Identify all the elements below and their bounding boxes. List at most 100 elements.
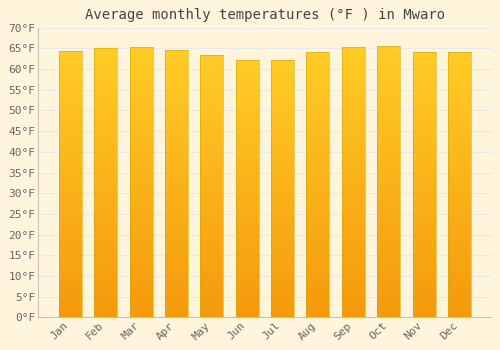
- Bar: [165, 96, 188, 98]
- Bar: [130, 104, 152, 107]
- Bar: [342, 258, 365, 261]
- Bar: [94, 258, 117, 261]
- Bar: [200, 141, 224, 144]
- Bar: [165, 55, 188, 58]
- Bar: [342, 104, 365, 107]
- Bar: [378, 315, 400, 317]
- Bar: [412, 307, 436, 309]
- Bar: [342, 77, 365, 79]
- Bar: [271, 225, 294, 228]
- Bar: [448, 283, 471, 286]
- Bar: [236, 243, 258, 245]
- Bar: [342, 247, 365, 250]
- Bar: [306, 291, 330, 294]
- Bar: [130, 166, 152, 169]
- Bar: [448, 275, 471, 278]
- Bar: [412, 78, 436, 81]
- Bar: [271, 279, 294, 281]
- Bar: [271, 245, 294, 248]
- Bar: [378, 158, 400, 160]
- Bar: [378, 128, 400, 130]
- Bar: [412, 275, 436, 278]
- Bar: [412, 116, 436, 118]
- Bar: [165, 135, 188, 138]
- Bar: [58, 104, 82, 107]
- Bar: [412, 240, 436, 243]
- Bar: [236, 96, 258, 99]
- Bar: [165, 77, 188, 79]
- Bar: [58, 136, 82, 139]
- Bar: [448, 171, 471, 174]
- Bar: [306, 139, 330, 142]
- Bar: [342, 245, 365, 247]
- Bar: [342, 290, 365, 293]
- Bar: [378, 288, 400, 290]
- Bar: [94, 272, 117, 274]
- Bar: [378, 171, 400, 174]
- Bar: [130, 228, 152, 231]
- Bar: [306, 246, 330, 248]
- Bar: [200, 228, 224, 231]
- Bar: [271, 256, 294, 258]
- Bar: [236, 284, 258, 287]
- Bar: [306, 214, 330, 217]
- Bar: [58, 75, 82, 77]
- Bar: [378, 176, 400, 179]
- Bar: [236, 181, 258, 184]
- Bar: [200, 97, 224, 99]
- Bar: [342, 301, 365, 304]
- Bar: [271, 155, 294, 158]
- Bar: [200, 296, 224, 299]
- Bar: [271, 240, 294, 243]
- Bar: [200, 181, 224, 183]
- Bar: [94, 312, 117, 315]
- Bar: [306, 52, 330, 317]
- Bar: [342, 63, 365, 66]
- Bar: [130, 120, 152, 123]
- Bar: [306, 142, 330, 145]
- Bar: [448, 107, 471, 110]
- Bar: [271, 142, 294, 145]
- Bar: [271, 228, 294, 230]
- Bar: [200, 131, 224, 133]
- Bar: [448, 161, 471, 163]
- Bar: [448, 243, 471, 246]
- Bar: [200, 215, 224, 218]
- Bar: [130, 239, 152, 242]
- Bar: [342, 61, 365, 63]
- Bar: [165, 237, 188, 240]
- Bar: [271, 171, 294, 173]
- Bar: [448, 203, 471, 206]
- Bar: [342, 220, 365, 223]
- Bar: [94, 83, 117, 86]
- Bar: [342, 134, 365, 136]
- Bar: [165, 63, 188, 66]
- Bar: [306, 57, 330, 60]
- Bar: [236, 176, 258, 178]
- Bar: [165, 301, 188, 304]
- Bar: [412, 248, 436, 251]
- Bar: [306, 312, 330, 315]
- Bar: [412, 267, 436, 270]
- Bar: [271, 266, 294, 268]
- Bar: [412, 217, 436, 219]
- Bar: [412, 54, 436, 57]
- Bar: [412, 222, 436, 224]
- Bar: [236, 104, 258, 106]
- Bar: [412, 288, 436, 291]
- Bar: [236, 63, 258, 65]
- Bar: [58, 149, 82, 152]
- Bar: [236, 207, 258, 209]
- Bar: [58, 261, 82, 264]
- Bar: [200, 147, 224, 149]
- Bar: [130, 69, 152, 71]
- Bar: [165, 141, 188, 144]
- Bar: [448, 89, 471, 92]
- Bar: [236, 310, 258, 312]
- Bar: [448, 256, 471, 259]
- Bar: [200, 312, 224, 315]
- Bar: [342, 123, 365, 126]
- Bar: [306, 118, 330, 121]
- Bar: [130, 50, 152, 52]
- Bar: [378, 269, 400, 271]
